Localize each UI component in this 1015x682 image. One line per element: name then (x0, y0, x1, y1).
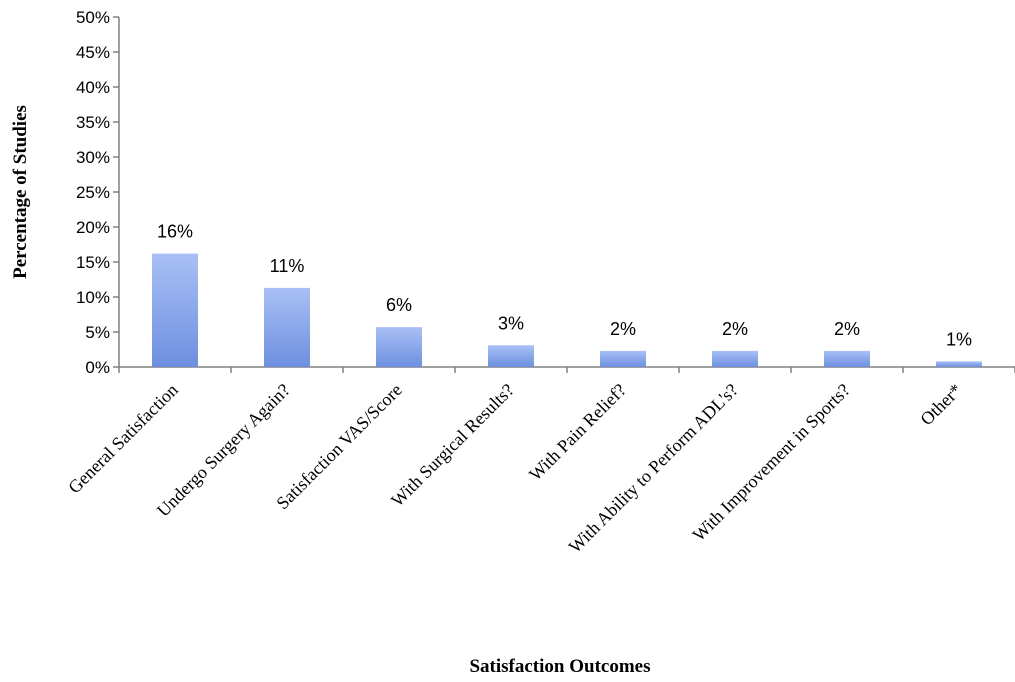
y-tick-label: 15% (76, 253, 110, 272)
y-tick-label: 10% (76, 288, 110, 307)
x-category-label: With Pain Relief? (525, 380, 630, 485)
x-axis (118, 366, 1015, 373)
y-tick-label: 25% (76, 183, 110, 202)
y-tick-label: 5% (85, 323, 110, 342)
bar (264, 287, 310, 367)
data-label: 2% (610, 319, 636, 339)
data-labels: 16% 11% 6% 3% 2% 2% 2% 1% (157, 222, 972, 350)
data-label: 2% (722, 319, 748, 339)
y-tick-label: 30% (76, 148, 110, 167)
y-tick-label: 0% (85, 358, 110, 377)
bar (376, 327, 422, 367)
y-tick-label: 45% (76, 43, 110, 62)
bar (824, 350, 870, 367)
bar (600, 350, 646, 367)
x-category-label: Other* (916, 380, 965, 429)
data-label: 6% (386, 295, 412, 315)
y-axis-title: Percentage of Studies (10, 105, 31, 279)
y-tick-label: 35% (76, 113, 110, 132)
bar (712, 350, 758, 367)
bar (488, 345, 534, 367)
x-category-label: Satisfaction VAS/Score (272, 380, 406, 514)
data-label: 2% (834, 319, 860, 339)
y-tick-label: 50% (76, 8, 110, 27)
bar (152, 253, 198, 367)
bar (936, 361, 982, 367)
data-label: 11% (270, 256, 305, 276)
x-category-label: With Surgical Results? (387, 380, 518, 511)
y-tick-label: 40% (76, 78, 110, 97)
x-category-label: General Satisfaction (64, 380, 182, 498)
data-label: 1% (946, 329, 972, 349)
data-label: 16% (157, 222, 193, 242)
y-tick-label: 20% (76, 218, 110, 237)
data-label: 3% (498, 313, 524, 333)
x-axis-title: Satisfaction Outcomes (469, 656, 650, 677)
bars (152, 253, 982, 367)
y-axis: 0% 5% 10% 15% 20% 25% 30% 35% 40% 45% 50% (76, 8, 120, 377)
